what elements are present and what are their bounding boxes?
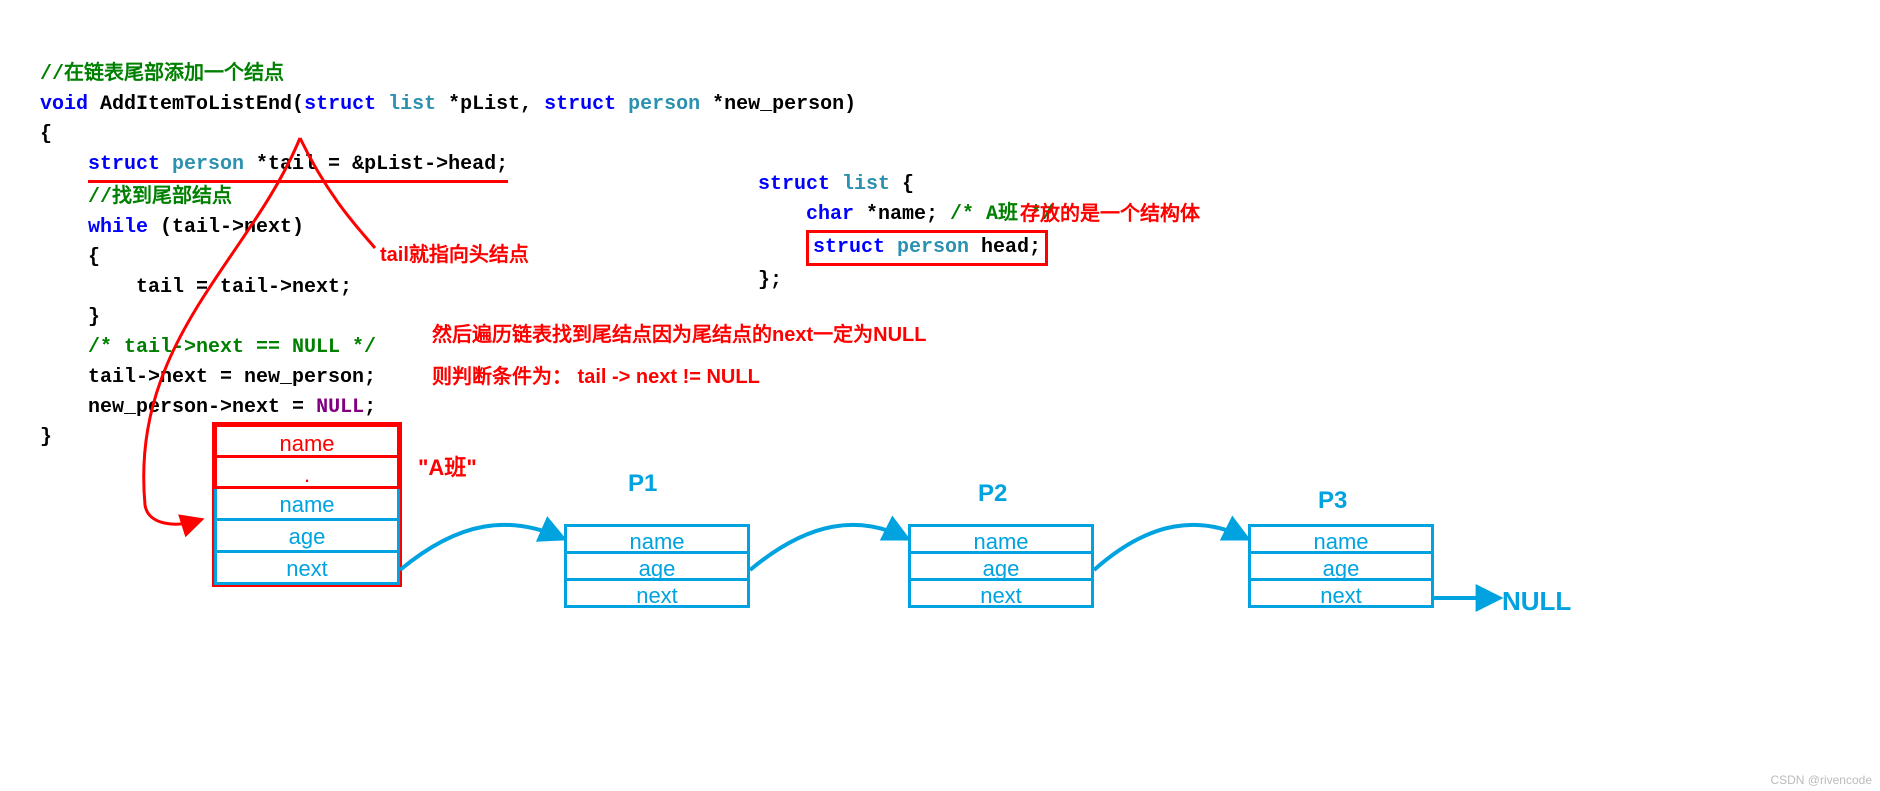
head-cell-blue: next <box>214 553 400 585</box>
code-line: *tail = &pList->head; <box>244 153 508 176</box>
type-list: list <box>830 173 890 196</box>
kw-void: void <box>40 93 88 116</box>
kw-while: while <box>88 216 148 239</box>
node-cell: name <box>564 524 750 554</box>
type-person: person <box>160 153 244 176</box>
linked-list-node: nameagenext <box>908 524 1094 608</box>
code-line: *name; <box>854 203 950 226</box>
type-person: person <box>616 93 700 116</box>
code-line: tail->next = new_person; <box>88 366 376 389</box>
brace: { <box>890 173 914 196</box>
node-label: P3 <box>1318 487 1347 515</box>
type-list: list <box>376 93 436 116</box>
kw-struct: struct <box>813 236 885 259</box>
kw-struct: struct <box>544 93 616 116</box>
kw-struct: struct <box>304 93 376 116</box>
code-line: head; <box>969 236 1041 259</box>
code-line: (tail->next) <box>148 216 304 239</box>
node-cell: age <box>564 551 750 581</box>
param: *pList, <box>436 93 544 116</box>
node-cell: age <box>1248 551 1434 581</box>
watermark: CSDN @rivencode <box>1770 773 1872 787</box>
type-person: person <box>885 236 969 259</box>
kw-char: char <box>806 203 854 226</box>
code-right: struct list { char *name; /* A班 */ struc… <box>758 140 1054 296</box>
code-line: tail = tail->next; <box>136 276 352 299</box>
kw-struct: struct <box>758 173 830 196</box>
a-class-label: "A班" <box>418 450 477 482</box>
anno-struct-note: 存放的是一个结构体 <box>1020 197 1200 226</box>
code-comment: //找到尾部结点 <box>88 186 232 209</box>
code-line: new_person->next = <box>88 396 316 419</box>
node-label: P1 <box>628 470 657 498</box>
null-label: NULL <box>1502 586 1571 617</box>
kw-struct: struct <box>88 153 160 176</box>
brace: } <box>40 426 52 449</box>
brace: } <box>88 306 100 329</box>
code-comment: /* tail->next == NULL */ <box>88 336 376 359</box>
head-node: name . name age next <box>214 424 400 585</box>
head-cell-blue: age <box>214 521 400 553</box>
node-cell: next <box>1248 578 1434 608</box>
linked-list-node: nameagenext <box>1248 524 1434 608</box>
param: *new_person) <box>700 93 856 116</box>
anno-tail-points: tail就指向头结点 <box>380 238 529 267</box>
brace: { <box>88 246 100 269</box>
node-cell: next <box>908 578 1094 608</box>
node-label: P2 <box>978 480 1007 508</box>
anno-traverse2: 则判断条件为： tail -> next != NULL <box>432 360 760 389</box>
node-cell: name <box>1248 524 1434 554</box>
node-cell: next <box>564 578 750 608</box>
head-cell-dot: . <box>214 455 400 489</box>
linked-list-node: nameagenext <box>564 524 750 608</box>
node-cell: name <box>908 524 1094 554</box>
head-cell-blue: name <box>214 489 400 521</box>
node-cell: age <box>908 551 1094 581</box>
code-comment: //在链表尾部添加一个结点 <box>40 63 284 86</box>
semi: ; <box>364 396 376 419</box>
brace: }; <box>758 269 782 292</box>
head-cell-name: name <box>214 424 400 458</box>
kw-null: NULL <box>316 396 364 419</box>
anno-traverse1: 然后遍历链表找到尾结点因为尾结点的next一定为NULL <box>432 318 926 347</box>
brace: { <box>40 123 52 146</box>
fn-name: AddItemToListEnd( <box>88 93 304 116</box>
